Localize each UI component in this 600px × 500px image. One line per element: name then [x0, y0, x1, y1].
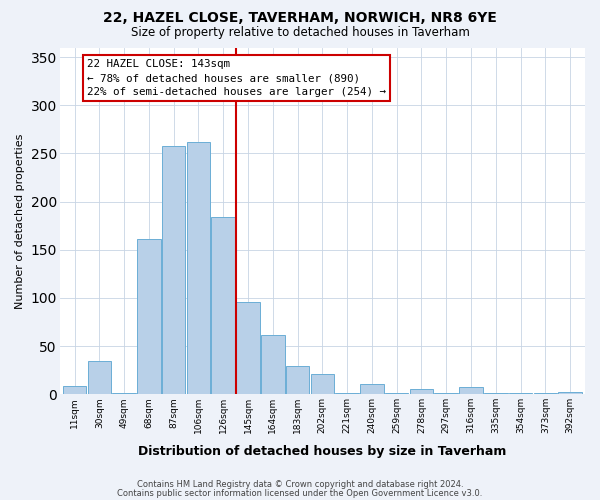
- Bar: [63, 386, 86, 394]
- Bar: [211, 217, 235, 394]
- Text: Contains public sector information licensed under the Open Government Licence v3: Contains public sector information licen…: [118, 488, 482, 498]
- Text: Contains HM Land Registry data © Crown copyright and database right 2024.: Contains HM Land Registry data © Crown c…: [137, 480, 463, 489]
- Bar: [162, 146, 185, 394]
- Bar: [187, 142, 210, 394]
- Bar: [286, 366, 310, 394]
- Bar: [360, 384, 383, 394]
- Text: Size of property relative to detached houses in Taverham: Size of property relative to detached ho…: [131, 26, 469, 39]
- Bar: [261, 334, 284, 394]
- Bar: [311, 374, 334, 394]
- Bar: [236, 302, 260, 394]
- Bar: [559, 392, 582, 394]
- Bar: [137, 239, 161, 394]
- Text: 22, HAZEL CLOSE, TAVERHAM, NORWICH, NR8 6YE: 22, HAZEL CLOSE, TAVERHAM, NORWICH, NR8 …: [103, 11, 497, 25]
- Bar: [459, 388, 483, 394]
- X-axis label: Distribution of detached houses by size in Taverham: Distribution of detached houses by size …: [138, 444, 506, 458]
- Y-axis label: Number of detached properties: Number of detached properties: [15, 133, 25, 308]
- Text: 22 HAZEL CLOSE: 143sqm
← 78% of detached houses are smaller (890)
22% of semi-de: 22 HAZEL CLOSE: 143sqm ← 78% of detached…: [87, 59, 386, 97]
- Bar: [88, 362, 111, 394]
- Bar: [410, 390, 433, 394]
